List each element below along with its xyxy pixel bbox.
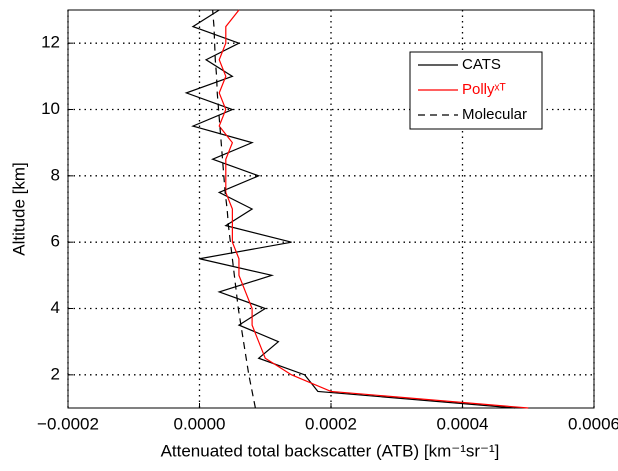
series-line <box>218 9 529 409</box>
x-axis-label: Attenuated total backscatter (ATB) [km⁻¹… <box>161 441 500 460</box>
y-tick-label: 6 <box>51 232 60 251</box>
series-line <box>184 9 516 409</box>
x-tick-label: 0.0006 <box>568 414 618 433</box>
y-tick-label: 12 <box>41 33 60 52</box>
y-axis-label: Altitude [km] <box>9 162 28 256</box>
x-tick-label: −0.0002 <box>37 414 99 433</box>
x-tick-label: 0.0000 <box>174 414 226 433</box>
x-tick-label: 0.0002 <box>305 414 357 433</box>
legend-label: CATS <box>462 56 501 73</box>
y-tick-label: 2 <box>51 364 60 383</box>
y-tick-label: 4 <box>51 298 60 317</box>
plot-frame <box>67 9 595 409</box>
series-line <box>212 9 256 409</box>
legend-label: Molecular <box>462 106 527 123</box>
x-tick-label: 0.0004 <box>437 414 489 433</box>
y-tick-label: 10 <box>41 99 60 118</box>
y-tick-label: 8 <box>51 165 60 184</box>
legend-label: Pollyˣᵀ <box>462 81 506 98</box>
